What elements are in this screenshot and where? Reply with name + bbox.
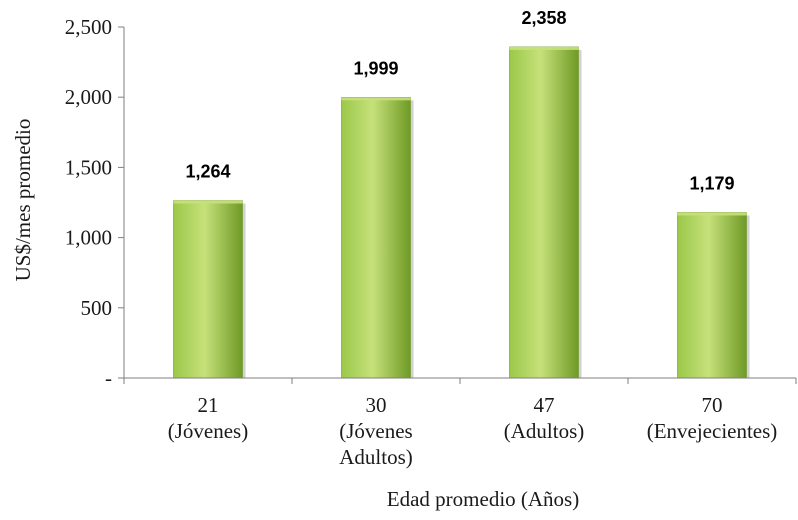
data-label: 1,999 bbox=[353, 58, 398, 78]
x-category-label: (Jóvenes) bbox=[168, 419, 248, 443]
y-tick-label: 2,500 bbox=[65, 15, 112, 39]
bar-highlight bbox=[341, 97, 411, 101]
x-axis-title: Edad promedio (Años) bbox=[387, 487, 579, 511]
data-label: 1,264 bbox=[185, 162, 230, 182]
bar-highlight bbox=[677, 212, 747, 216]
bar bbox=[173, 200, 243, 379]
y-tick-label: 1,000 bbox=[65, 226, 112, 250]
x-category-label: Adultos) bbox=[339, 445, 413, 469]
bar-highlight bbox=[509, 46, 579, 50]
labels: - 500 1,000 1,500 2,000 2,500 1,264 21(Jóvenes)… bbox=[65, 8, 778, 469]
bar bbox=[677, 212, 747, 379]
x-category-label: (Envejecientes) bbox=[647, 419, 778, 443]
x-category-label: 30 bbox=[366, 393, 387, 417]
y-tick-label: 2,000 bbox=[65, 85, 112, 109]
y-tick-label: 1,500 bbox=[65, 155, 112, 179]
bar-highlight bbox=[173, 200, 243, 204]
bars bbox=[173, 46, 750, 379]
y-tick-label: - bbox=[105, 366, 112, 390]
x-category-label: 21 bbox=[198, 393, 219, 417]
data-label: 2,358 bbox=[521, 8, 566, 28]
x-category-label: 47 bbox=[534, 393, 555, 417]
x-category-label: (Adultos) bbox=[504, 419, 585, 443]
bar bbox=[341, 97, 411, 379]
x-category-label: (Jóvenes bbox=[339, 419, 412, 443]
y-axis-title: US$/mes promedio bbox=[11, 119, 35, 282]
data-label: 1,179 bbox=[689, 173, 734, 193]
axes bbox=[118, 26, 797, 384]
y-tick-label: 500 bbox=[81, 296, 113, 320]
bar bbox=[509, 46, 579, 379]
x-category-label: 70 bbox=[702, 393, 723, 417]
